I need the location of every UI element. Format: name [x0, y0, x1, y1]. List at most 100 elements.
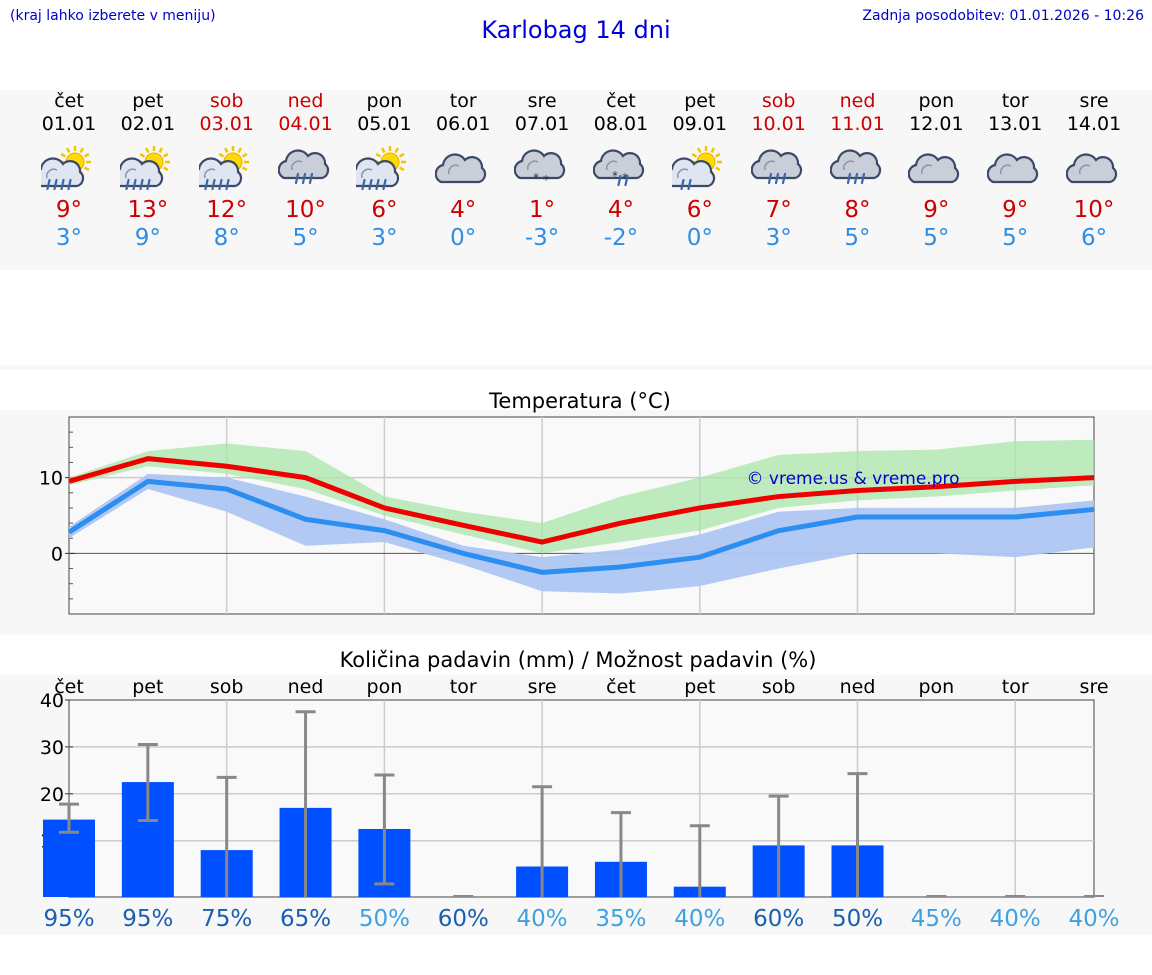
day-date: 07.01: [514, 113, 570, 135]
x-category-label: čet: [54, 676, 84, 698]
day-date: 11.01: [830, 113, 885, 135]
day-column: sre 07.01 * * 1° -3°: [503, 90, 581, 252]
temp-max: 4°: [450, 197, 477, 223]
temp-max: 13°: [127, 197, 169, 223]
day-date: 04.01: [278, 113, 333, 135]
cloud-rain-icon: [277, 149, 329, 185]
x-category-label: sob: [762, 676, 796, 698]
precip-chance-label: 60%: [753, 906, 804, 932]
sun-cloud-rain-icon: [356, 146, 407, 191]
cloud-icon: [435, 153, 487, 184]
day-column: sre 14.01 10° 6°: [1055, 90, 1133, 252]
precip-chance-label: 40%: [1068, 906, 1119, 932]
day-name: ned: [839, 90, 876, 112]
y-tick-label: 0: [51, 543, 63, 565]
sun-cloud-rain-icon: [41, 146, 91, 191]
y-tick-label: 40: [40, 690, 64, 712]
temp-min: 5°: [1002, 225, 1029, 251]
temp-min: 3°: [55, 225, 83, 251]
day-column: čet 01.01 9° 3°: [30, 90, 108, 252]
page-title: Karlobag 14 dni: [481, 16, 671, 44]
temp-min: -2°: [603, 225, 639, 251]
cloud-icon: [908, 153, 960, 184]
location-menu-hint: (kraj lahko izberete v meniju): [10, 8, 216, 24]
temp-min: 0°: [686, 225, 713, 251]
max-temp-line: [68, 456, 1095, 545]
y-tick-label: 10: [39, 468, 63, 490]
temp-min: 5°: [292, 225, 319, 251]
precip-plot-area: [68, 699, 1095, 898]
x-category-label: ned: [840, 676, 876, 698]
max-temp-band: [69, 439, 1095, 554]
day-date: 02.01: [120, 113, 176, 135]
day-date: 10.01: [751, 113, 806, 135]
x-category-label: pet: [132, 676, 163, 698]
precip-chance-label: 60%: [438, 906, 489, 932]
precip-chance-label: 95%: [43, 906, 94, 932]
day-date: 06.01: [436, 113, 491, 135]
precip-chance-label: 95%: [122, 906, 173, 932]
day-name: pet: [684, 90, 716, 112]
day-column: pon 12.01 9° 5°: [897, 90, 975, 252]
min-temp-band: [69, 473, 1095, 594]
cloud-icon: [987, 153, 1039, 184]
separator-band: [0, 365, 1152, 370]
day-name: sob: [761, 90, 796, 112]
precip-chance-label: 50%: [359, 906, 410, 932]
min-temp-line: [67, 478, 1095, 575]
temp-max: 12°: [206, 197, 248, 223]
temp-max: 7°: [765, 197, 792, 223]
x-category-label: sob: [210, 676, 244, 698]
temp-max: 10°: [1073, 197, 1115, 223]
temp-max: 8°: [844, 197, 871, 223]
svg-text:*: *: [543, 173, 549, 187]
temp-min: 6°: [1080, 225, 1108, 251]
temp-min: 5°: [923, 225, 950, 251]
day-name: pon: [918, 90, 955, 112]
svg-text:*: *: [622, 171, 628, 185]
day-column: tor 13.01 9° 5°: [976, 90, 1054, 252]
precip-chance-label: 40%: [674, 906, 725, 932]
day-date: 09.01: [672, 113, 727, 135]
temp-min: 3°: [765, 225, 792, 251]
day-column: ned 04.01 10° 5°: [267, 90, 345, 252]
x-category-label: pon: [367, 676, 403, 698]
x-category-label: sre: [1080, 676, 1109, 698]
day-name: pon: [366, 90, 403, 112]
forecast-strip: [0, 90, 1152, 270]
day-name: tor: [1001, 90, 1029, 112]
precip-chance-label: 65%: [280, 906, 331, 932]
x-category-label: pet: [684, 676, 715, 698]
sun-cloud-rain-icon: [119, 146, 170, 191]
y-tick-label: 30: [40, 737, 64, 759]
day-date: 05.01: [357, 113, 412, 135]
day-column: ned 11.01 8° 5°: [819, 90, 897, 252]
day-name: pet: [132, 90, 164, 112]
temp-min: -3°: [524, 225, 560, 251]
day-date: 12.01: [909, 113, 964, 135]
day-name: ned: [287, 90, 324, 112]
x-category-label: tor: [450, 676, 477, 698]
cloud-sleet-icon: * *: [592, 149, 645, 187]
day-name: sob: [209, 90, 244, 112]
day-name: čet: [606, 90, 636, 112]
x-category-label: tor: [1002, 676, 1029, 698]
temp-max: 6°: [686, 197, 713, 223]
temp-chart-title: Temperatura (°C): [488, 389, 671, 413]
sun-cloud-drizzle-icon: [671, 146, 722, 191]
day-name: sre: [527, 90, 557, 112]
temp-max: 9°: [55, 197, 83, 223]
last-update: Zadnja posodobitev: 01.01.2026 - 10:26: [862, 8, 1144, 24]
day-name: čet: [54, 90, 84, 112]
day-name: sre: [1079, 90, 1109, 112]
day-date: 01.01: [41, 113, 97, 135]
cloud-icon: [1066, 153, 1118, 184]
day-column: pet 09.01 6° 0°: [661, 90, 739, 252]
temp-min: 5°: [844, 225, 871, 251]
precip-chance-label: 50%: [832, 906, 883, 932]
watermark: © vreme.us & vreme.pro: [746, 469, 959, 489]
charts-svg: Temperatura (°C) 0 10 © vreme.us & vreme.pr…: [39, 389, 1120, 932]
precip-chart-title: Količina padavin (mm) / Možnost padavin …: [340, 648, 817, 672]
x-category-label: pon: [918, 676, 954, 698]
precip-chance-label: 40%: [990, 906, 1041, 932]
